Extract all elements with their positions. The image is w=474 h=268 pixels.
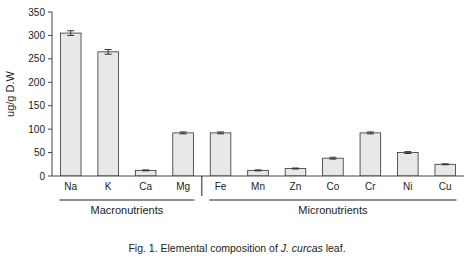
x-tick-label: Zn — [290, 181, 302, 192]
caption-part: leaf. — [323, 242, 346, 254]
y-tick — [48, 12, 52, 13]
error-cap — [180, 131, 187, 132]
error-cap — [442, 163, 449, 164]
error-bar — [367, 132, 374, 134]
error-cap — [367, 133, 374, 134]
group-bracket — [59, 200, 194, 201]
error-cap — [217, 133, 224, 134]
group-separator — [201, 176, 202, 196]
x-axis — [52, 176, 464, 177]
caption: Fig. 1. Elemental composition of J. curc… — [128, 242, 345, 254]
error-cap — [442, 164, 449, 165]
bar — [323, 158, 344, 176]
x-tick-label: Ca — [139, 181, 152, 192]
error-cap — [329, 157, 336, 158]
x-tick-label: Co — [327, 181, 340, 192]
x-tick-label: Mg — [176, 181, 190, 192]
x-tick-label: Mn — [251, 181, 265, 192]
caption-part: Fig. 1. Elemental composition of — [128, 242, 280, 254]
error-cap — [255, 169, 262, 170]
error-cap — [142, 169, 149, 170]
error-bar — [180, 132, 187, 134]
error-bar — [255, 169, 262, 171]
x-tick-label: Cr — [365, 181, 376, 192]
error-bar — [329, 157, 336, 159]
error-cap — [105, 54, 112, 55]
error-bar — [292, 168, 299, 170]
x-tick-label: Ni — [403, 181, 412, 192]
bars — [60, 31, 455, 176]
error-cap — [329, 159, 336, 160]
chart-svg: 0 50 100 150 200 250 300 350 ug/g D.W Na K Ca Mg Fe Mn… — [0, 0, 474, 268]
group-bracket — [209, 200, 456, 201]
y-tick-label: 0 — [39, 171, 45, 182]
y-tick — [48, 105, 52, 106]
bar — [60, 33, 81, 176]
y-tick-label: 200 — [28, 77, 45, 88]
bar — [285, 169, 306, 176]
bar — [248, 170, 269, 176]
y-tick-label: 150 — [28, 100, 45, 111]
y-tick — [48, 82, 52, 83]
error-cap — [255, 170, 262, 171]
x-tick-label: K — [105, 181, 112, 192]
error-cap — [367, 131, 374, 132]
error-cap — [67, 35, 74, 36]
y-tick-label: 50 — [34, 147, 46, 158]
error-bar — [217, 132, 224, 134]
error-cap — [142, 170, 149, 171]
y-tick-label: 100 — [28, 124, 45, 135]
y-axis-label: ug/g D.W — [4, 70, 16, 116]
error-line — [70, 31, 71, 36]
error-cap — [404, 151, 411, 152]
x-tick-label: Cu — [439, 181, 452, 192]
bar — [135, 170, 156, 176]
error-cap — [292, 168, 299, 169]
x-tick-label: Na — [64, 181, 77, 192]
y-tick — [48, 176, 52, 177]
error-cap — [404, 153, 411, 154]
error-cap — [67, 30, 74, 31]
y-tick-label: 300 — [28, 30, 45, 41]
y-tick — [48, 152, 52, 153]
y-tick — [48, 58, 52, 59]
error-cap — [292, 168, 299, 169]
y-tick — [48, 129, 52, 130]
bar — [98, 52, 119, 176]
bar — [360, 133, 381, 176]
group-label: Macronutrients — [91, 204, 164, 216]
group-label: Micronutrients — [298, 204, 368, 216]
chart-container: 0 50 100 150 200 250 300 350 ug/g D.W Na K Ca Mg Fe Mn… — [0, 0, 474, 268]
error-line — [108, 49, 109, 54]
error-cap — [180, 133, 187, 134]
bar — [435, 164, 456, 176]
y-tick-label: 350 — [28, 7, 45, 18]
error-cap — [217, 131, 224, 132]
y-tick — [48, 35, 52, 36]
caption-part: J. curcas — [280, 242, 324, 254]
y-axis — [52, 12, 53, 176]
error-bar — [105, 49, 112, 54]
x-tick-label: Fe — [215, 181, 227, 192]
error-bar — [142, 169, 149, 171]
bar — [398, 153, 419, 176]
error-cap — [105, 49, 112, 50]
bar — [210, 133, 231, 176]
bar — [173, 133, 194, 176]
error-bar — [404, 152, 411, 154]
y-tick-label: 250 — [28, 53, 45, 64]
error-bar — [67, 31, 74, 36]
error-bar — [442, 163, 449, 165]
